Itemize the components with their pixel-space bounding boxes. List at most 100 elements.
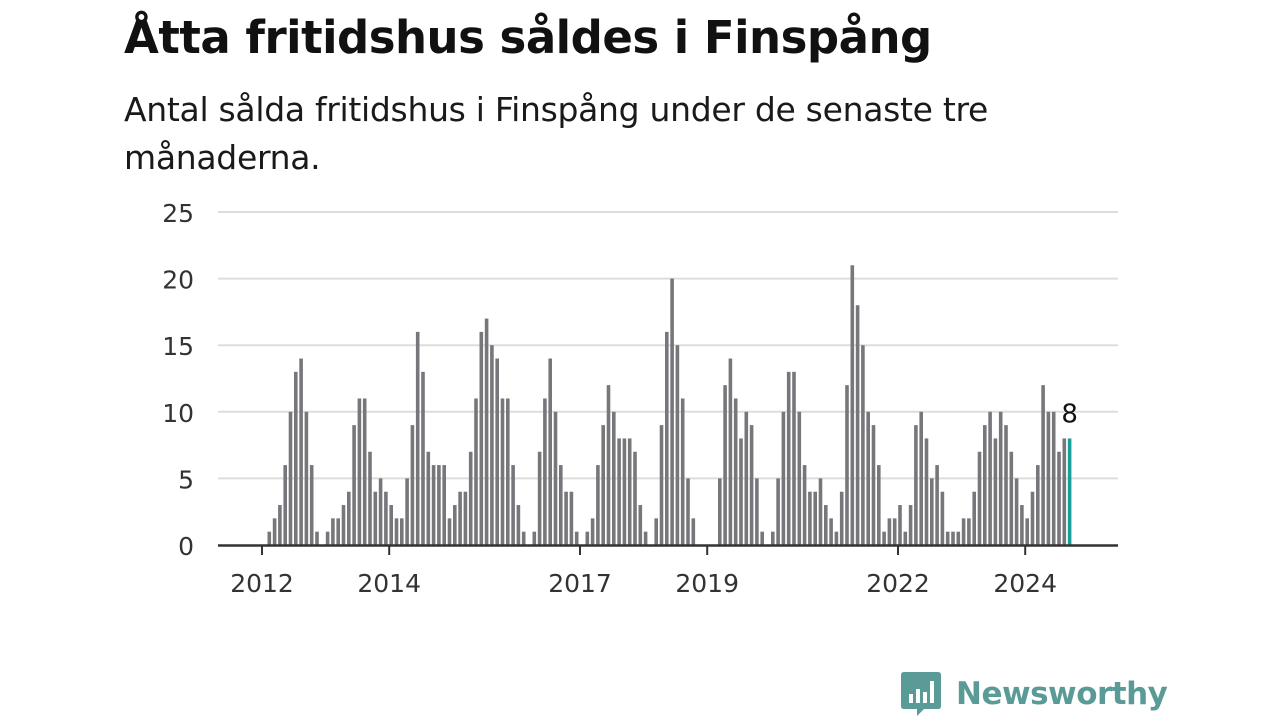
bar (680, 398, 685, 545)
bar (606, 385, 611, 545)
bar (861, 345, 865, 545)
bar (617, 438, 621, 545)
bar (808, 491, 812, 545)
bar (728, 358, 733, 545)
bar (654, 518, 658, 545)
bar (903, 531, 908, 545)
bar (495, 358, 499, 545)
bar (331, 518, 335, 545)
bar (1041, 385, 1045, 545)
bar (511, 465, 515, 545)
bar (341, 505, 346, 545)
bar (590, 518, 595, 545)
bar (622, 438, 627, 545)
bar (972, 491, 976, 545)
bar (871, 425, 876, 545)
bar (532, 531, 537, 545)
bar (415, 331, 420, 545)
bar (288, 411, 293, 545)
bar (537, 451, 542, 545)
bar (437, 465, 441, 545)
bar (686, 478, 690, 545)
bar (601, 425, 605, 545)
bar (887, 518, 892, 545)
bar (882, 531, 886, 545)
bar (749, 425, 754, 545)
bar (824, 505, 828, 545)
y-tick-label: 0 (178, 532, 194, 561)
bar (998, 411, 1003, 545)
bar (612, 411, 616, 545)
bar (850, 265, 855, 545)
bar (304, 411, 309, 545)
bar (744, 411, 749, 545)
bar (299, 358, 303, 545)
bar (294, 371, 298, 545)
bar (267, 531, 272, 545)
bar (739, 438, 743, 545)
bar (802, 465, 807, 545)
bar (755, 478, 759, 545)
y-tick-label: 25 (162, 199, 194, 228)
x-tick-label: 2024 (993, 569, 1057, 598)
bar (1057, 451, 1061, 545)
bar (733, 398, 738, 545)
bar (315, 531, 319, 545)
bar (325, 531, 330, 545)
y-tick-label: 10 (162, 399, 194, 428)
bar (521, 531, 526, 545)
bar (813, 491, 817, 545)
bar (278, 505, 282, 545)
x-axis: 2012 2014 2017 2019 2022 2024 (218, 544, 1118, 598)
bar (490, 345, 494, 545)
bar (993, 438, 998, 545)
bar (410, 425, 415, 545)
bar (776, 478, 780, 545)
bar (675, 345, 680, 545)
grid-lines (218, 211, 1118, 480)
bar (892, 518, 897, 545)
bar (967, 518, 971, 545)
bar (1025, 518, 1029, 545)
bar (309, 465, 314, 545)
bar (559, 465, 563, 545)
bar (548, 358, 552, 545)
bar (500, 398, 505, 545)
bar (458, 491, 462, 545)
bar (951, 531, 955, 545)
bar (1009, 451, 1014, 545)
bar (405, 478, 409, 545)
bar (574, 531, 579, 545)
bar (627, 438, 632, 545)
bar (468, 451, 473, 545)
bar (930, 478, 934, 545)
bar (442, 465, 446, 545)
bar (914, 425, 918, 545)
x-tick-label: 2012 (230, 569, 294, 598)
bar (484, 318, 489, 545)
bars (267, 265, 1072, 545)
bar (543, 398, 547, 545)
chart-title: Åtta fritidshus såldes i Finspång (124, 11, 932, 64)
bar (638, 505, 643, 545)
bar (352, 425, 356, 545)
bar-latest (1067, 438, 1072, 545)
bar (792, 371, 796, 545)
y-axis: 0 5 10 15 20 25 (162, 199, 194, 561)
bar (1030, 491, 1035, 545)
bar (373, 491, 378, 545)
bar (421, 371, 425, 545)
x-tick-label: 2017 (548, 569, 612, 598)
bar (336, 518, 340, 545)
bar (908, 505, 913, 545)
bar (945, 531, 950, 545)
bar (924, 438, 929, 545)
bar (633, 451, 637, 545)
bar (431, 465, 436, 545)
bar (935, 465, 939, 545)
bar (855, 305, 860, 545)
bar (670, 278, 674, 545)
newsworthy-logo-icon (901, 672, 941, 716)
y-tick-label: 20 (162, 266, 194, 295)
bar (453, 505, 457, 545)
